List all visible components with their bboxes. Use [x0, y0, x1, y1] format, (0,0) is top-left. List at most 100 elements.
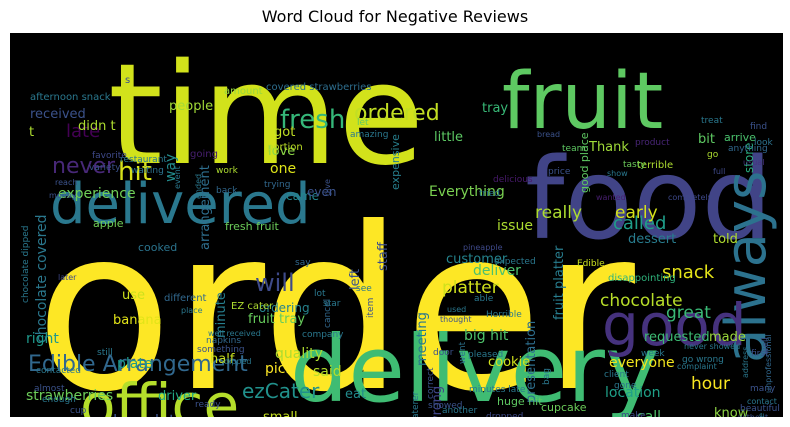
word-great: great — [666, 303, 711, 323]
word-variety: variety — [89, 163, 121, 173]
word-still: still — [97, 348, 113, 358]
word-time: time — [108, 34, 424, 197]
word-restaurant: restaurant — [120, 155, 167, 165]
word-reach: reach — [55, 178, 77, 187]
word-back: back — [216, 186, 238, 196]
word-t: t — [29, 125, 34, 140]
word-everything: Everything — [429, 184, 505, 200]
word-store: store — [742, 143, 756, 173]
word-banana: banana — [113, 313, 162, 328]
word-beautiful: beautiful — [740, 404, 780, 414]
word-terrible: terrible — [637, 160, 673, 171]
word-ready: ready — [195, 400, 221, 410]
word-use: use — [122, 288, 145, 303]
word-used: used — [447, 305, 466, 314]
word-go-wrong: go wrong — [682, 355, 724, 365]
word-love: love — [268, 144, 295, 159]
word-star: star — [323, 299, 341, 309]
word-afternoon-snack: afternoon snack — [30, 92, 111, 103]
word-well: well — [761, 337, 771, 355]
word-contacted: contacted — [36, 366, 81, 376]
word-hit: hit — [118, 157, 152, 187]
word-huge-hit: huge hit — [497, 395, 543, 408]
word-pleased: pleased — [468, 350, 503, 360]
word-napkins: napkins — [206, 336, 241, 346]
word-fruit: fruit — [502, 57, 663, 147]
word-many: many — [750, 384, 776, 394]
word-chocolate-covered: chocolate covered — [34, 214, 50, 343]
word-dipped: dipped — [224, 357, 251, 366]
word-show: show — [607, 169, 628, 178]
word-come: come — [757, 413, 766, 417]
word-lot: lot — [314, 289, 326, 299]
word-unprofessional: unprofessional — [764, 334, 773, 393]
word-chocolate: chocolate — [600, 291, 683, 311]
word-presentation: presentation — [524, 321, 539, 403]
word-got: got — [274, 125, 295, 140]
word-issue: issue — [497, 218, 533, 234]
word-hour: hour — [691, 374, 730, 394]
word-caterer: caterer — [411, 391, 421, 417]
word-cupcake: cupcake — [541, 401, 587, 414]
word-ordering: ordering — [259, 301, 310, 315]
word-big-hit: big hit — [464, 328, 509, 344]
word-told: told — [713, 232, 738, 247]
word-something: something — [197, 345, 245, 355]
word-work: work — [216, 166, 239, 176]
word-tried: tried — [479, 189, 500, 199]
word-bit: bit — [698, 132, 715, 147]
word-showed: showed — [428, 401, 463, 411]
word-expected: expected — [494, 257, 536, 267]
word-another: another — [442, 406, 477, 416]
word-minutes-late: minutes late — [469, 385, 526, 395]
word-complaint: complaint — [677, 362, 717, 371]
word-received: received — [30, 107, 86, 122]
word-treat: treat — [701, 116, 723, 126]
word-amount: amount — [224, 86, 263, 97]
word-pineapple: pineapple — [463, 243, 503, 252]
word-s: s — [125, 75, 130, 86]
word-different: different — [164, 293, 207, 304]
word-strawberries: strawberries — [26, 388, 113, 404]
word-tasty: tasty — [623, 160, 646, 170]
word-gone: gone — [614, 381, 637, 391]
word-order: order — [35, 180, 635, 417]
word-anything: anything — [728, 144, 768, 154]
word-contact: contact — [747, 397, 777, 406]
word-say: say — [295, 258, 311, 268]
word-event: event — [173, 166, 182, 189]
word-pick: pick — [265, 361, 294, 377]
word-first: first — [751, 349, 769, 359]
word-right: right — [26, 331, 59, 347]
word-dessert: dessert — [628, 232, 676, 247]
word-half: half — [210, 352, 235, 367]
word-without: without — [738, 413, 768, 417]
word-driver: driver — [158, 389, 197, 404]
word-trying: trying — [264, 180, 290, 190]
word-dropped: dropped — [486, 412, 523, 417]
word-almost: almost — [34, 384, 65, 394]
word-make: make — [621, 411, 646, 417]
word-product: product — [635, 138, 670, 148]
word-well-received: well received — [208, 329, 261, 338]
word-people: people — [169, 99, 213, 114]
word-thought: thought — [440, 315, 471, 324]
word-fresh: fresh — [280, 105, 345, 135]
word-enough: enough — [42, 395, 76, 405]
word-able: able — [474, 294, 494, 304]
word-staff: staff — [376, 241, 391, 271]
word-company: company — [302, 330, 344, 340]
word-door: door — [433, 348, 454, 358]
word-portion: portion — [267, 142, 303, 153]
word-snack: snack — [662, 262, 715, 283]
word-cooked: cooked — [138, 241, 177, 254]
word-know: know — [714, 406, 749, 417]
word-call: call — [637, 409, 661, 417]
word-delivered: delivered — [50, 172, 311, 237]
word-wrong: wrong — [430, 386, 445, 417]
word-eat: eat — [345, 387, 366, 402]
word-hour-late: hour late — [113, 411, 185, 417]
word-delivery: delivery — [290, 316, 659, 417]
word-favorite: favorite — [92, 151, 127, 161]
